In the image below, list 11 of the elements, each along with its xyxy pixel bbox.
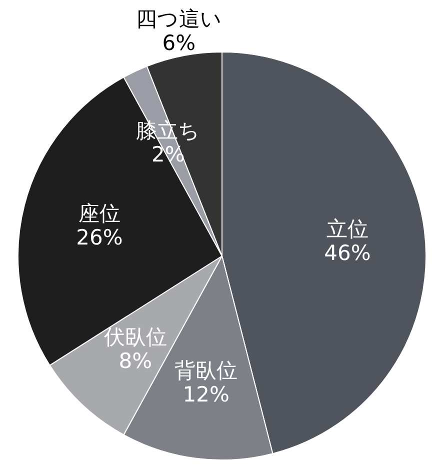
slice-label: 座位 <box>78 202 120 226</box>
data-label: 12% <box>182 382 230 406</box>
data-label: 2% <box>151 142 185 167</box>
data-label: 26% <box>76 226 123 250</box>
data-label: 46% <box>324 241 371 266</box>
slice-label: 伏臥位 <box>104 325 167 350</box>
data-label: 8% <box>118 349 152 374</box>
data-label: 6% <box>162 31 196 56</box>
slice-label: 四つ這い <box>136 7 222 32</box>
slice-label: 立位 <box>326 217 368 242</box>
slice-label: 背臥位 <box>174 358 238 382</box>
